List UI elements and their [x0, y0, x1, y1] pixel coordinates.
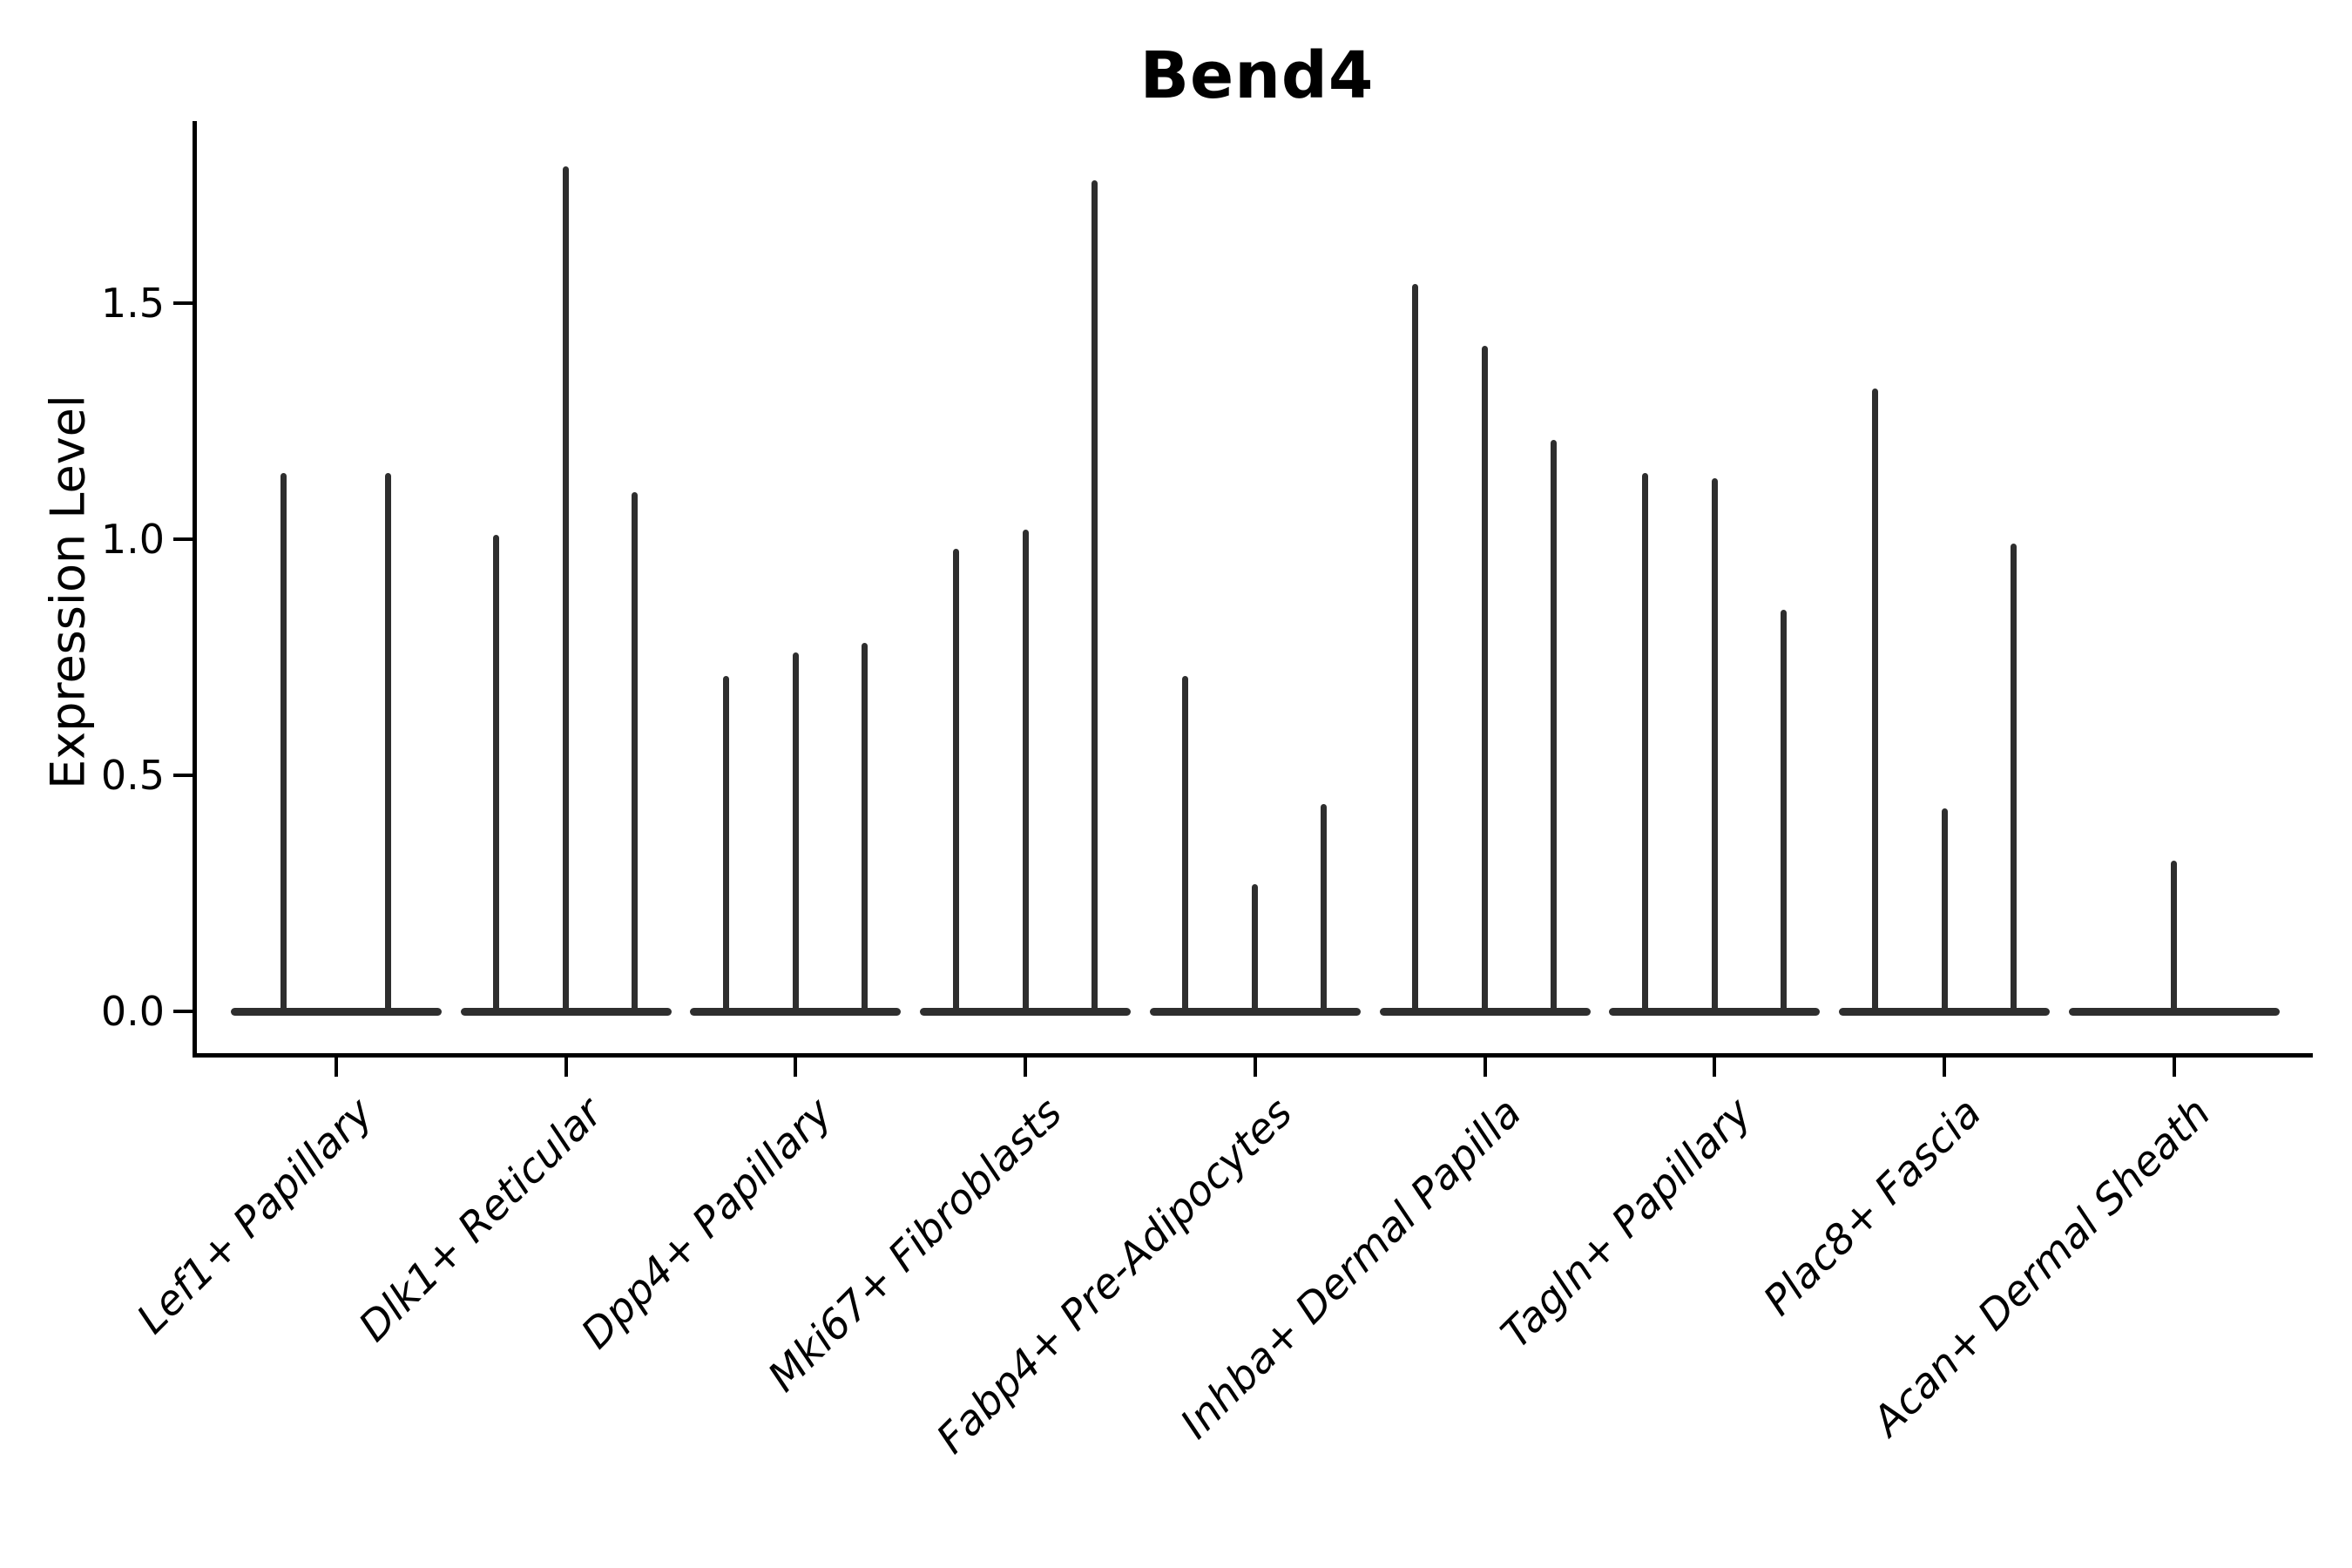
- violin-spike: [2010, 544, 2017, 1011]
- violin-base: [920, 1007, 1132, 1016]
- violin-base: [1609, 1007, 1821, 1016]
- violin-spike: [1252, 883, 1259, 1011]
- violin-spike: [1780, 610, 1787, 1011]
- violin-spike: [1641, 473, 1648, 1011]
- x-tick-mark: [1943, 1058, 1947, 1077]
- x-tick-label: Dpp4+ Papillary: [572, 1089, 842, 1359]
- x-tick-mark: [2172, 1058, 2176, 1077]
- y-tick-mark: [173, 537, 193, 541]
- violin-base: [1149, 1007, 1361, 1016]
- violin-spike: [493, 534, 500, 1011]
- violin-base: [1839, 1007, 2051, 1016]
- x-tick-mark: [794, 1058, 798, 1077]
- x-tick-mark: [1253, 1058, 1257, 1077]
- chart-title: Bend4: [1139, 38, 1375, 113]
- x-tick-mark: [564, 1058, 568, 1077]
- x-tick-label: Dlk1+ Reticular: [349, 1089, 612, 1351]
- x-tick-mark: [1483, 1058, 1487, 1077]
- y-tick-mark: [173, 1010, 193, 1013]
- y-tick-mark: [173, 774, 193, 777]
- violin-spike: [280, 473, 287, 1011]
- y-tick-label: 1.5: [100, 280, 165, 327]
- violin-spike: [1482, 345, 1489, 1011]
- x-axis-spine: [193, 1053, 2313, 1058]
- violin-base: [230, 1007, 442, 1016]
- violin-spike: [952, 548, 959, 1011]
- violin-base: [2068, 1007, 2280, 1016]
- violin-spike: [2171, 860, 2178, 1011]
- violin-spike: [792, 652, 799, 1011]
- violin-spike: [1091, 180, 1098, 1011]
- violin-base: [1379, 1007, 1591, 1016]
- y-tick-label: 1.0: [100, 516, 165, 563]
- violin-spike: [563, 166, 570, 1011]
- violin-spike: [1182, 676, 1189, 1011]
- violin-spike: [632, 491, 639, 1011]
- x-tick-mark: [334, 1058, 338, 1077]
- violin-spike: [1871, 388, 1878, 1011]
- x-tick-mark: [1713, 1058, 1717, 1077]
- violin-spike: [1551, 440, 1558, 1011]
- violin-spike: [861, 643, 868, 1011]
- violin-spike: [1022, 530, 1029, 1011]
- violin-spike: [1941, 808, 1948, 1011]
- violin-spike: [1412, 284, 1419, 1011]
- violin-spike: [722, 676, 729, 1011]
- violin-spike: [1321, 803, 1328, 1011]
- violin-base: [690, 1007, 902, 1016]
- x-tick-label: Lef1+ Papillary: [127, 1089, 382, 1344]
- x-tick-mark: [1024, 1058, 1028, 1077]
- y-tick-label: 0.5: [100, 752, 165, 799]
- violin-spike: [1711, 477, 1718, 1011]
- y-axis-spine: [193, 121, 197, 1058]
- x-tick-label: Tagln+ Papillary: [1491, 1089, 1761, 1358]
- y-tick-mark: [173, 301, 193, 305]
- violin-base: [460, 1007, 672, 1016]
- y-tick-label: 0.0: [100, 988, 165, 1035]
- violin-spike: [385, 473, 392, 1011]
- x-tick-label: Plac8+ Fascia: [1754, 1089, 1991, 1326]
